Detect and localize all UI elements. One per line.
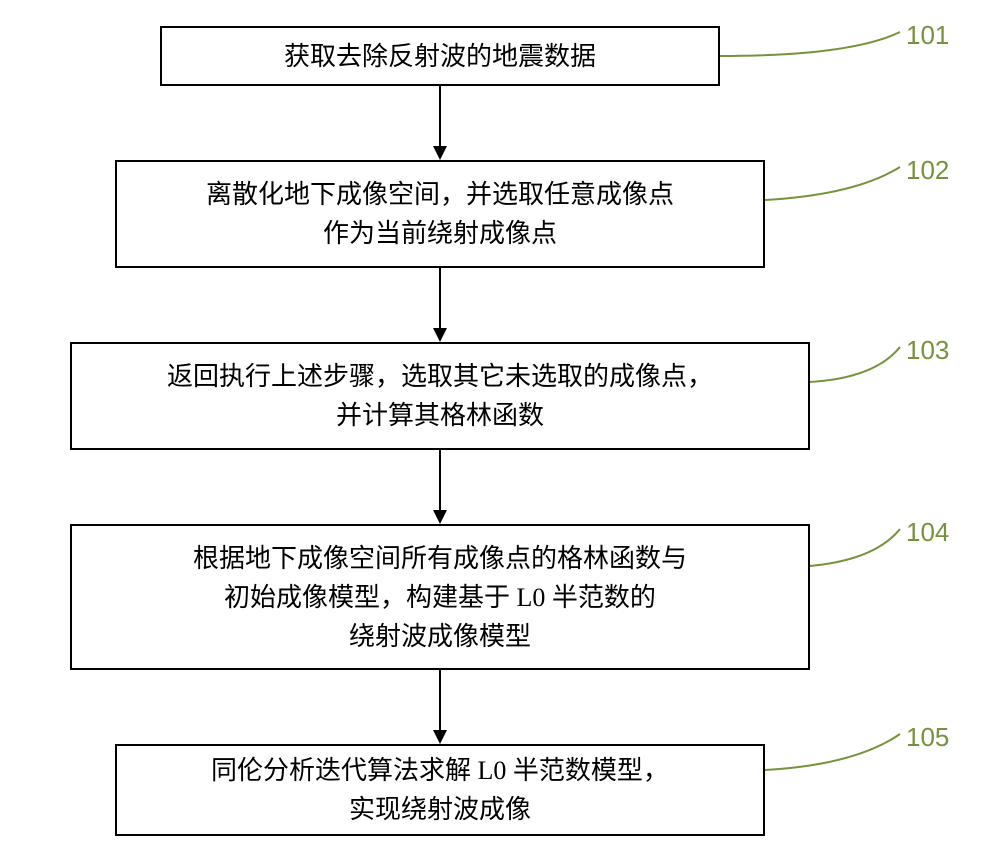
flow-step-b5: 同伦分析迭代算法求解 L0 半范数模型，实现绕射波成像 [115, 744, 765, 836]
label-connector [805, 342, 905, 387]
flow-step-b3: 返回执行上述步骤，选取其它未选取的成像点，并计算其格林函数 [70, 342, 810, 450]
arrow-a2 [430, 268, 450, 342]
flow-step-text: 初始成像模型，构建基于 L0 半范数的 [224, 578, 656, 617]
flow-step-text: 根据地下成像空间所有成像点的格林函数与 [193, 539, 687, 578]
label-connector [760, 162, 905, 205]
arrow-a1 [430, 86, 450, 160]
flow-step-b4: 根据地下成像空间所有成像点的格林函数与初始成像模型，构建基于 L0 半范数的绕射… [70, 524, 810, 670]
step-number-label: 104 [906, 517, 949, 548]
flow-step-b1: 获取去除反射波的地震数据 [160, 26, 720, 86]
step-number-label: 103 [906, 335, 949, 366]
flow-step-text: 绕射波成像模型 [349, 617, 531, 656]
flow-step-text: 返回执行上述步骤，选取其它未选取的成像点， [167, 357, 713, 396]
flowchart-canvas: 获取去除反射波的地震数据离散化地下成像空间，并选取任意成像点作为当前绕射成像点返… [0, 0, 1000, 841]
step-number-label: 105 [906, 722, 949, 753]
flow-step-text: 离散化地下成像空间，并选取任意成像点 [206, 175, 674, 214]
step-number-label: 102 [906, 155, 949, 186]
flow-step-text: 获取去除反射波的地震数据 [284, 37, 596, 76]
step-number-label: 101 [906, 20, 949, 51]
flow-step-text: 作为当前绕射成像点 [323, 214, 557, 253]
flow-step-text: 并计算其格林函数 [336, 396, 544, 435]
label-connector [805, 524, 905, 571]
flow-step-b2: 离散化地下成像空间，并选取任意成像点作为当前绕射成像点 [115, 160, 765, 268]
arrow-a4 [430, 670, 450, 744]
label-connector [760, 729, 905, 775]
label-connector [715, 27, 905, 61]
arrow-a3 [430, 450, 450, 524]
flow-step-text: 实现绕射波成像 [349, 790, 531, 829]
flow-step-text: 同伦分析迭代算法求解 L0 半范数模型， [211, 751, 669, 790]
